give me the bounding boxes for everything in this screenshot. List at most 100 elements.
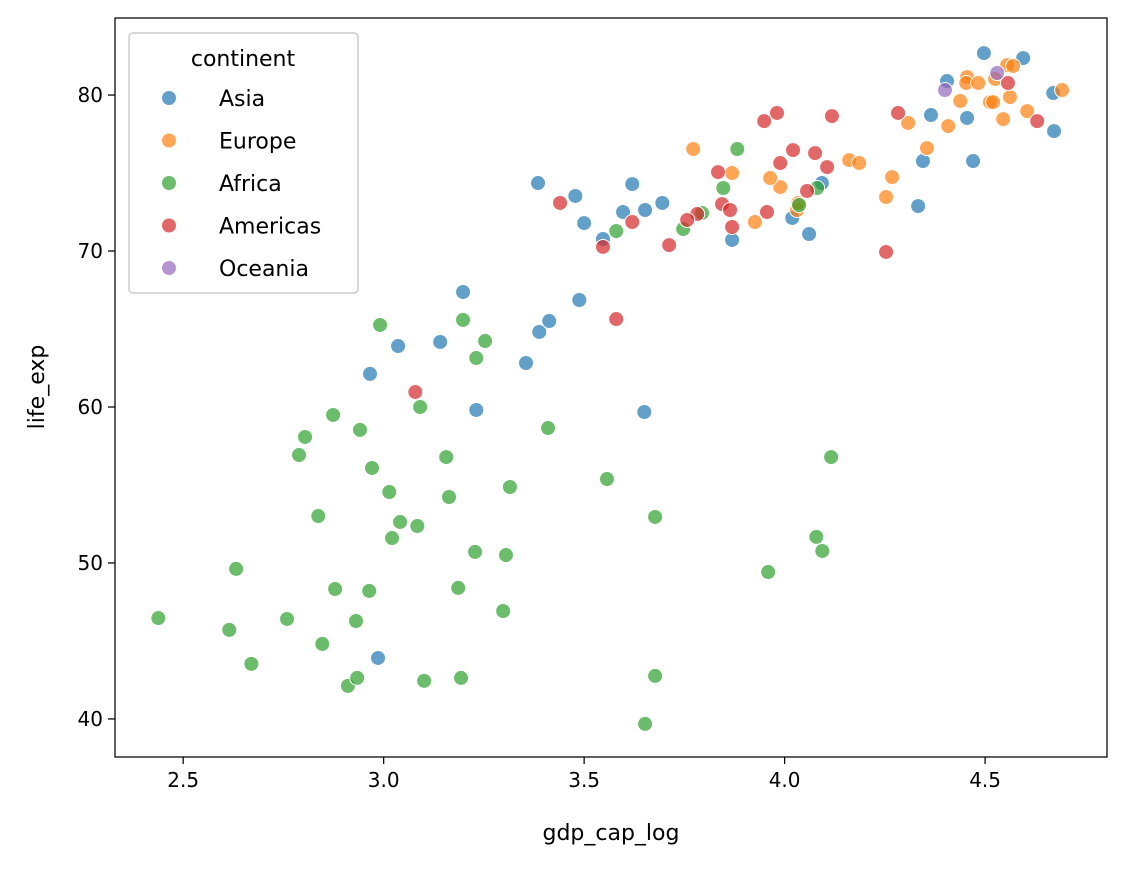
point-asia (922, 107, 939, 124)
point-asia (571, 291, 588, 308)
point-americas (608, 311, 625, 328)
point-asia (541, 313, 558, 330)
point-americas (878, 243, 895, 260)
point-europe (985, 94, 1002, 111)
point-asia (370, 649, 387, 666)
point-europe (952, 92, 969, 109)
y-axis: 40 50 60 70 80 (78, 83, 115, 731)
point-africa (791, 197, 808, 214)
x-tick-label: 3.5 (568, 768, 600, 792)
legend-marker-europe (161, 132, 177, 149)
point-americas (785, 142, 802, 159)
point-asia (636, 403, 653, 420)
point-americas (594, 238, 611, 255)
point-asia (468, 401, 485, 418)
point-asia (576, 215, 593, 232)
point-africa (823, 449, 840, 466)
point-europe (1001, 89, 1018, 106)
point-africa (598, 471, 615, 488)
x-tick-label: 4.5 (969, 768, 1001, 792)
point-americas (758, 204, 775, 221)
point-oceania (989, 65, 1006, 82)
point-africa (314, 635, 331, 652)
legend-label-europe: Europe (219, 130, 296, 155)
x-axis-label: gdp_cap_log (543, 821, 680, 846)
points-layer (150, 45, 1071, 732)
point-africa (325, 406, 342, 423)
point-europe (878, 189, 895, 206)
point-africa (279, 610, 296, 627)
point-americas (710, 164, 727, 181)
point-americas (624, 214, 641, 231)
point-africa (467, 543, 484, 560)
point-europe (1054, 82, 1071, 99)
x-tick-label: 3.0 (368, 768, 400, 792)
point-asia (362, 365, 379, 382)
point-americas (756, 113, 773, 130)
point-africa (501, 479, 518, 496)
legend-marker-americas (161, 217, 177, 234)
legend-marker-asia (161, 90, 177, 106)
legend-marker-oceania (161, 260, 177, 276)
point-africa (150, 610, 167, 627)
point-africa (351, 421, 368, 438)
point-africa (647, 508, 664, 525)
point-africa (468, 350, 485, 367)
point-europe (762, 170, 779, 187)
point-asia (531, 323, 548, 340)
legend: continent Asia Europe Africa Americas Oceani… (128, 32, 359, 294)
y-tick-label: 80 (78, 83, 103, 107)
point-africa (310, 508, 327, 525)
legend-marker-africa (161, 175, 177, 191)
x-tick-label: 4.0 (769, 768, 801, 792)
point-africa (497, 547, 514, 564)
point-europe (772, 179, 789, 196)
y-tick-label: 60 (78, 395, 103, 419)
point-africa (477, 333, 494, 350)
point-europe (685, 141, 702, 158)
point-africa (450, 579, 467, 596)
legend-label-africa: Africa (219, 172, 282, 197)
point-americas (823, 108, 840, 125)
point-asia (801, 226, 818, 243)
point-asia (1046, 123, 1063, 140)
x-axis: 2.5 3.0 3.5 4.0 4.5 (167, 757, 1001, 792)
point-oceania (937, 82, 954, 99)
point-europe (884, 169, 901, 186)
point-africa (364, 459, 381, 476)
point-americas (552, 194, 569, 211)
point-europe (970, 75, 987, 92)
point-africa (409, 518, 426, 535)
point-africa (715, 180, 732, 197)
point-africa (729, 141, 746, 158)
point-africa (438, 449, 455, 466)
point-asia (390, 338, 407, 355)
point-africa (221, 621, 238, 638)
point-americas (772, 155, 789, 172)
point-asia (432, 333, 449, 350)
point-africa (297, 428, 314, 445)
legend-label-americas: Americas (219, 215, 321, 240)
point-asia (615, 204, 632, 221)
point-americas (724, 219, 741, 236)
point-africa (416, 672, 433, 689)
y-tick-label: 50 (78, 551, 103, 575)
point-americas (769, 104, 786, 121)
point-americas (1029, 113, 1046, 130)
point-africa (540, 420, 557, 437)
point-asia (959, 109, 976, 126)
point-africa (381, 484, 398, 501)
legend-label-oceania: Oceania (219, 257, 309, 282)
point-asia (517, 355, 534, 372)
y-axis-label: life_exp (25, 345, 50, 430)
point-africa (814, 542, 831, 559)
point-africa (361, 582, 378, 599)
point-africa (453, 669, 470, 686)
point-europe (746, 214, 763, 231)
x-tick-label: 2.5 (167, 768, 199, 792)
point-americas (679, 211, 696, 228)
y-tick-label: 40 (78, 707, 103, 731)
legend-label-asia: Asia (219, 87, 265, 112)
point-asia (637, 202, 654, 219)
